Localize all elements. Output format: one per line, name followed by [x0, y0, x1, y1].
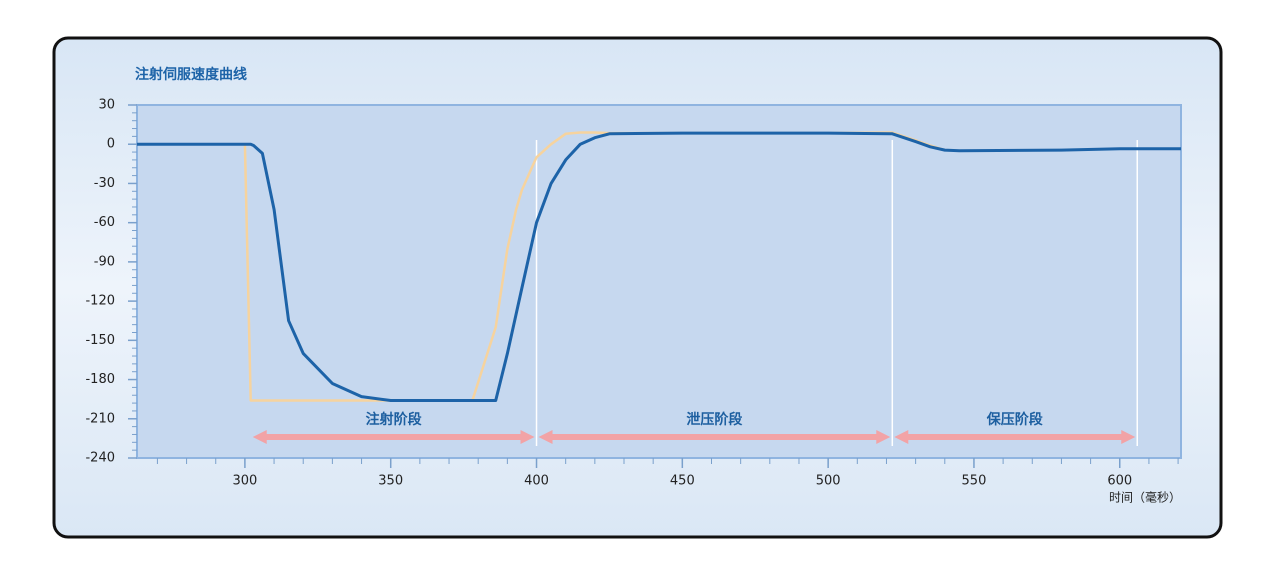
phase-label: 保压阶段 [986, 411, 1043, 428]
chart-title: 注射伺服速度曲线 [135, 66, 247, 83]
y-tick-label: 0 [107, 137, 115, 152]
y-tick-label: -90 [94, 254, 115, 269]
phase-label: 注射阶段 [366, 411, 422, 428]
x-axis-label: 时间（毫秒） [1109, 490, 1181, 505]
x-tick-label: 400 [524, 474, 549, 489]
phase-arrow [538, 430, 891, 444]
x-tick-label: 300 [232, 474, 257, 489]
x-tick-label: 450 [670, 474, 695, 489]
phase-arrow [894, 430, 1136, 444]
y-tick-label: -210 [85, 411, 115, 426]
y-tick-label: -150 [85, 333, 115, 348]
x-tick-label: 500 [816, 474, 841, 489]
y-tick-label: 30 [98, 98, 115, 113]
y-tick-label: -60 [94, 215, 115, 230]
y-tick-label: -180 [85, 372, 115, 387]
x-tick-label: 550 [962, 474, 987, 489]
x-tick-label: 600 [1107, 474, 1132, 489]
y-tick-label: -240 [85, 451, 115, 466]
phase-label: 泄压阶段 [686, 411, 742, 428]
series-line [137, 131, 1181, 402]
x-tick-label: 350 [378, 474, 403, 489]
plot-area [136, 104, 1182, 459]
y-tick-label: -120 [85, 294, 115, 309]
y-tick-label: -30 [94, 176, 115, 191]
phase-arrow [252, 430, 535, 444]
